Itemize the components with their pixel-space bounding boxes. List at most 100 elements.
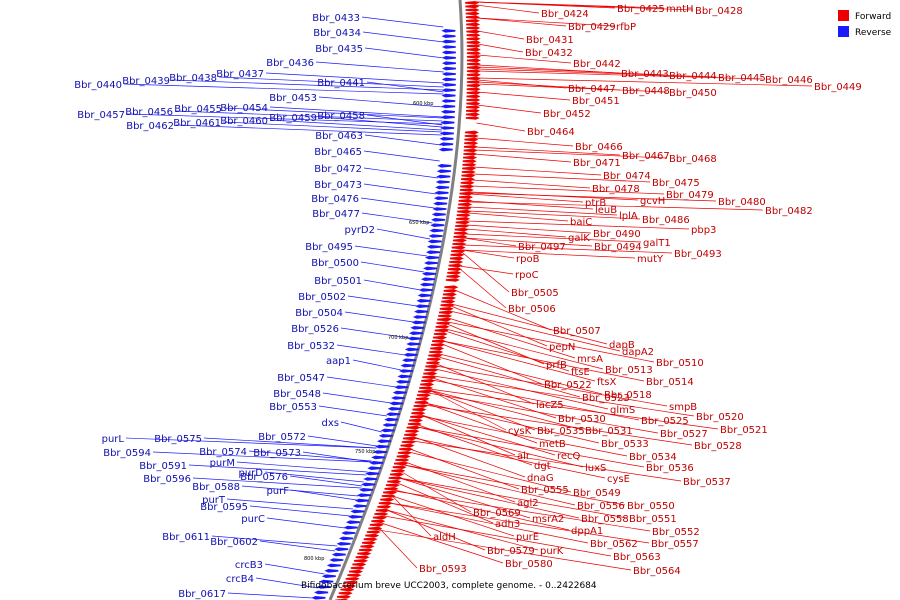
reverse-feature-arrow (441, 34, 456, 38)
forward-label-rfbp: rfbP (616, 22, 636, 33)
reverse-leader-line (226, 498, 354, 510)
forward-feature-arrow (424, 368, 439, 372)
reverse-feature-arrow (423, 266, 438, 271)
forward-leader-line (451, 305, 548, 347)
reverse-label-bbr-0526: Bbr_0526 (291, 324, 339, 335)
forward-leader-line (477, 54, 572, 64)
reverse-leader-line (366, 114, 443, 126)
forward-feature-arrow (438, 314, 453, 318)
reverse-label-bbr-0436: Bbr_0436 (266, 58, 314, 69)
forward-feature-arrow (466, 40, 481, 45)
reverse-leader-line (352, 359, 402, 371)
reverse-label-bbr-0611: Bbr_0611 (162, 532, 210, 543)
reverse-feature-arrow (365, 471, 380, 476)
forward-feature-arrow (465, 112, 480, 117)
reverse-feature-arrow (422, 272, 437, 276)
caption: Bifidobacterium breve UCC2003, complete … (301, 581, 597, 591)
reverse-label-bbr-0453: Bbr_0453 (269, 93, 317, 104)
forward-leader-line (477, 83, 668, 93)
forward-feature-arrow (378, 501, 393, 505)
reverse-leader-line (211, 535, 338, 547)
reverse-label-bbr-0576: Bbr_0576 (240, 472, 288, 483)
forward-feature-arrow (466, 33, 481, 37)
reverse-label-dxs: dxs (322, 418, 339, 429)
forward-feature-arrow (464, 141, 479, 145)
reverse-feature-arrow (378, 434, 393, 438)
reverse-feature-arrow (435, 180, 450, 184)
forward-feature-arrow (457, 209, 472, 214)
forward-feature-arrow (466, 29, 481, 34)
forward-feature-arrow (461, 173, 476, 178)
reverse-feature-arrow (440, 115, 455, 120)
forward-feature-arrow (383, 490, 398, 495)
reverse-label-purt: purT (202, 495, 226, 506)
forward-label-galk: galK (568, 233, 590, 244)
forward-label-bbr-0562: Bbr_0562 (590, 539, 638, 550)
forward-feature-arrow (374, 512, 389, 516)
forward-feature-arrow (451, 249, 466, 253)
reverse-label-bbr-0553: Bbr_0553 (269, 402, 317, 413)
forward-feature-arrow (385, 483, 400, 487)
forward-label-dgt: dgt (534, 461, 551, 472)
reverse-feature-arrow (441, 66, 456, 71)
forward-leader-line (438, 356, 581, 398)
reverse-feature-arrow (367, 466, 382, 470)
forward-feature-arrow (450, 253, 465, 257)
forward-feature-arrow (345, 577, 360, 581)
forward-leader-line (449, 310, 621, 352)
forward-label-bbr-0535: Bbr_0535 (537, 426, 585, 437)
forward-leader-line (448, 317, 576, 359)
forward-label-bbr-0431: Bbr_0431 (526, 35, 574, 46)
forward-leader-line (465, 228, 567, 238)
reverse-leader-line (152, 451, 372, 463)
reverse-feature-arrow (400, 363, 415, 368)
forward-leader-line (381, 522, 504, 564)
forward-label-muty: mutY (637, 254, 664, 265)
reverse-leader-line (290, 489, 357, 501)
forward-feature-arrow (405, 429, 420, 433)
forward-feature-arrow (463, 152, 478, 156)
forward-leader-line (429, 388, 719, 430)
forward-leader-line (421, 414, 556, 456)
tick-label-700-kbp: 700 kbp (388, 335, 408, 341)
reverse-label-bbr-0602: Bbr_0602 (210, 537, 258, 548)
reverse-feature-arrow (359, 488, 374, 492)
reverse-leader-line (222, 121, 442, 133)
forward-feature-arrow (459, 188, 474, 192)
reverse-feature-arrow (414, 309, 429, 314)
reverse-feature-arrow (321, 574, 336, 578)
forward-feature-arrow (425, 364, 440, 369)
forward-feature-arrow (372, 515, 387, 520)
forward-leader-line (439, 353, 603, 395)
forward-label-bbr-0510: Bbr_0510 (656, 358, 704, 369)
tick-marks: 600 kbp 650 kbp 700 kbp 750 kbp 800 kbp (304, 101, 433, 562)
forward-leader-line (464, 237, 593, 247)
forward-feature-arrow (411, 411, 426, 415)
reverse-feature-arrow (420, 277, 435, 281)
forward-label-lines (378, 1, 813, 571)
forward-feature-arrow (427, 357, 442, 361)
reverse-feature-arrow (436, 174, 451, 179)
forward-label-bbr-0478: Bbr_0478 (592, 184, 640, 195)
forward-feature-arrow (342, 584, 357, 588)
forward-leader-line (459, 265, 514, 275)
forward-feature-arrow (455, 224, 470, 228)
reverse-label-bbr-0435: Bbr_0435 (315, 44, 363, 55)
forward-label-bbr-0444: Bbr_0444 (669, 71, 717, 82)
reverse-label-bbr-0438: Bbr_0438 (169, 73, 217, 84)
reverse-leader-line (361, 212, 433, 224)
forward-feature-arrow (451, 245, 466, 250)
forward-feature-arrow (422, 375, 437, 379)
forward-feature-arrow (338, 591, 353, 595)
forward-leader-line (384, 515, 612, 557)
reverse-label-bbr-0500: Bbr_0500 (311, 258, 359, 269)
reverse-label-lines (123, 16, 444, 599)
reverse-feature-arrow (441, 29, 456, 33)
reverse-feature-arrow (395, 380, 410, 384)
forward-feature-arrow (466, 98, 481, 102)
reverse-feature-arrow (425, 250, 440, 254)
forward-label-bbr-0525: Bbr_0525 (641, 416, 689, 427)
forward-label-bbr-0551: Bbr_0551 (629, 514, 677, 525)
forward-label-bbr-0445: Bbr_0445 (718, 73, 766, 84)
